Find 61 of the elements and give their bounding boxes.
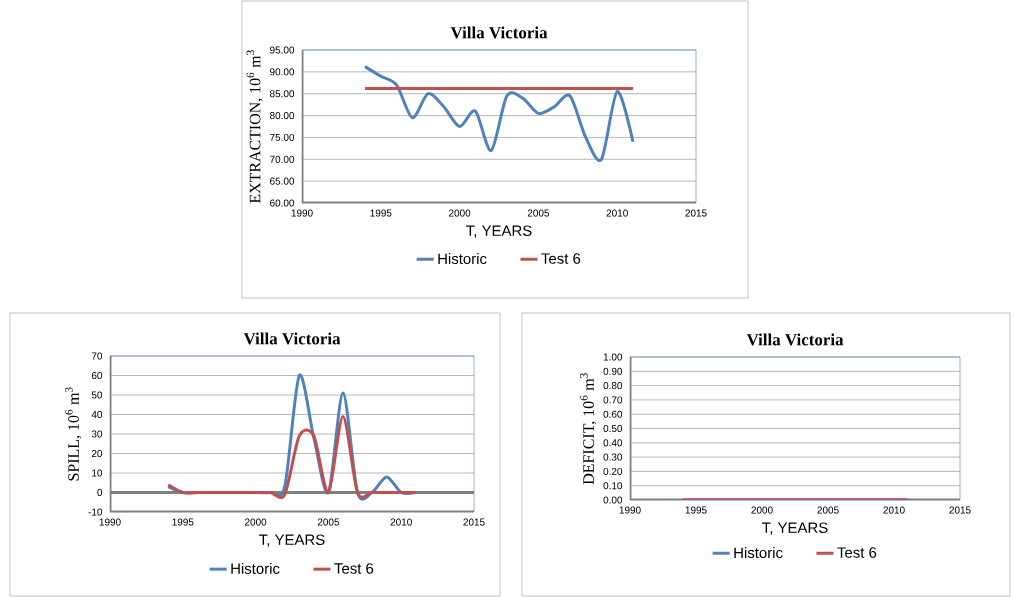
x-tick-label: 2015: [685, 209, 707, 217]
y-tick-label: 60: [91, 371, 103, 380]
legend-label: Historic: [438, 253, 487, 265]
x-axis-title: T, YEARS: [466, 225, 532, 238]
x-tick-label: 2005: [527, 209, 550, 217]
y-tick-label: 0.10: [603, 482, 623, 490]
y-tick-label: 0.60: [603, 410, 623, 418]
x-tick-label: 1990: [291, 209, 313, 217]
y-tick-label: 0.90: [603, 367, 623, 375]
x-tick-label: 2015: [949, 506, 971, 514]
y-tick-label: 0.50: [603, 424, 623, 433]
y-axis-title: EXTRACTION, 10$^{6}$ m$^{3}$: [246, 50, 263, 204]
y-tick-label: 60.00: [270, 199, 295, 207]
x-tick-label: 1995: [685, 506, 707, 514]
x-tick-label: 1990: [619, 506, 641, 514]
y-tick-label: 30: [91, 430, 103, 438]
legend-label: Test 6: [334, 563, 374, 574]
y-tick-label: 65.00: [270, 177, 295, 185]
x-tick-label: 1995: [370, 209, 392, 217]
y-tick-label: 90.00: [270, 68, 295, 76]
y-tick-label: 10: [92, 469, 103, 477]
y-tick-label: 50: [91, 391, 103, 399]
y-tick-label: 0.70: [603, 396, 623, 404]
y-tick-label: 95.00: [270, 46, 295, 54]
y-axis-title: SPILL, 10$^{6}$ m$^{3}$: [65, 387, 82, 481]
x-tick-label: 2000: [751, 506, 773, 514]
y-tick-label: 75.00: [270, 133, 295, 141]
legend-label: Historic: [734, 547, 783, 559]
y-axis-title: DEFICIT, 10$^{6}$ m$^{3}$: [580, 373, 597, 485]
y-tick-label: 80.00: [269, 112, 295, 120]
y-tick-label: 0.30: [603, 453, 623, 461]
x-tick-label: 2015: [463, 518, 485, 526]
legend-label: Test 6: [541, 253, 581, 264]
x-tick-label: 1990: [99, 518, 121, 526]
y-tick-label: 0.40: [603, 439, 623, 447]
y-tick-label: 20: [91, 449, 103, 458]
y-tick-label: 1.00: [603, 353, 623, 361]
y-tick-label: 70: [91, 352, 103, 360]
y-tick-label: 70.00: [270, 155, 295, 163]
y-tick-label: 0.00: [603, 496, 623, 504]
x-tick-label: 2010: [390, 518, 412, 526]
x-tick-label: 2005: [317, 518, 340, 526]
y-tick-label: 40: [91, 410, 103, 419]
x-tick-label: 2010: [606, 209, 628, 217]
y-tick-label: 0.80: [603, 382, 623, 390]
chart-title: Villa Victoria: [243, 332, 341, 345]
x-axis-title: T, YEARS: [762, 522, 828, 535]
legend-label: Test 6: [837, 547, 877, 558]
chart-title: Villa Victoria: [450, 26, 548, 39]
y-tick-label: 85.00: [269, 90, 295, 98]
chart-title: Villa Victoria: [746, 333, 844, 346]
x-tick-label: 1995: [172, 518, 194, 526]
legend-label: Historic: [231, 562, 280, 574]
y-tick-label: 0.20: [603, 467, 623, 475]
x-tick-label: 2010: [883, 506, 905, 514]
y-tick-label: 0: [97, 488, 103, 497]
x-axis-title: T, YEARS: [259, 534, 325, 547]
x-tick-label: 2000: [245, 518, 267, 526]
y-tick-label: -10: [88, 508, 103, 516]
x-tick-label: 2000: [449, 209, 471, 217]
x-tick-label: 2005: [817, 506, 839, 514]
